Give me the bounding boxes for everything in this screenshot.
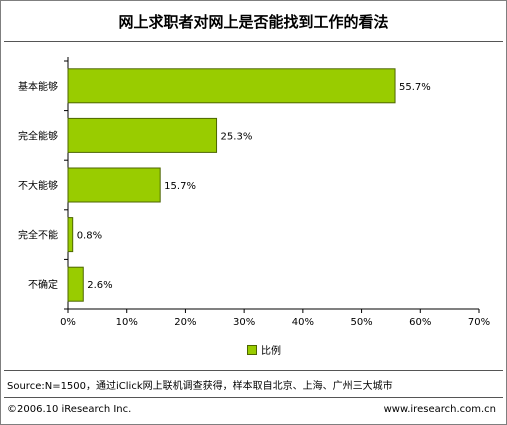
chart-legend: 比例 xyxy=(247,342,281,357)
footer-divider xyxy=(4,397,503,398)
x-tick-label: 40% xyxy=(292,317,314,328)
category-label: 完全不能 xyxy=(18,229,58,242)
category-label: 完全能够 xyxy=(18,129,58,142)
bar-chart: 0% 10% 20% 30% 40% 50% 60% 70% 基本能够 55.7% 完全能够 25.3… xyxy=(18,57,490,328)
source-note: Source:N=1500，通过iClick网上联机调查获得，样本取自北京、上海… xyxy=(7,381,393,392)
x-tick-label: 70% xyxy=(468,317,490,328)
x-tick-label: 10% xyxy=(116,317,138,328)
value-label: 2.6% xyxy=(87,280,112,291)
x-tick-label: 60% xyxy=(409,317,431,328)
category-label: 基本能够 xyxy=(18,80,58,93)
bar xyxy=(67,266,84,302)
legend-swatch xyxy=(247,344,257,355)
x-tick-label: 20% xyxy=(174,317,196,328)
bar xyxy=(67,167,161,203)
bar xyxy=(67,217,74,253)
category-label: 不大能够 xyxy=(18,179,58,192)
value-label: 0.8% xyxy=(77,231,102,242)
source-divider xyxy=(4,370,503,371)
copyright-text: ©2006.10 iResearch Inc. xyxy=(7,404,132,415)
category-label: 不确定 xyxy=(28,278,58,291)
x-tick-label: 50% xyxy=(350,317,372,328)
title-divider xyxy=(4,41,503,42)
chart-title: 网上求职者对网上是否能找到工作的看法 xyxy=(118,13,389,31)
value-label: 15.7% xyxy=(164,181,196,192)
bar xyxy=(67,117,218,153)
x-tick-label: 0% xyxy=(60,317,76,328)
website-text: www.iresearch.com.cn xyxy=(383,404,496,415)
legend-label: 比例 xyxy=(261,346,281,357)
value-label: 55.7% xyxy=(399,82,431,93)
bar xyxy=(67,68,396,104)
value-label: 25.3% xyxy=(221,131,253,142)
x-tick-label: 30% xyxy=(233,317,255,328)
